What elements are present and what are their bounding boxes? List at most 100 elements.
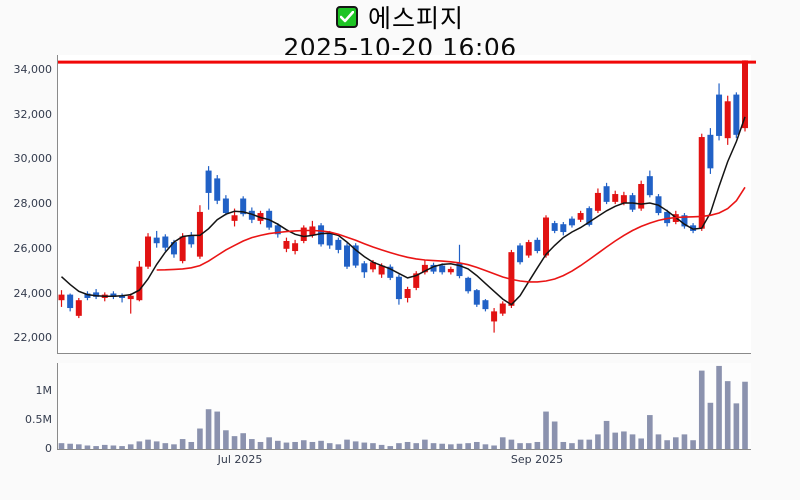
candle-body: [119, 295, 126, 298]
volume-bar: [569, 443, 575, 449]
candle-body: [482, 300, 489, 310]
volume-bar: [517, 443, 523, 449]
candle-body: [517, 245, 524, 263]
price-tick-label: 30,000: [13, 152, 53, 166]
volume-bar: [240, 433, 246, 449]
title-row: 에스피지: [0, 3, 800, 33]
volume-bar: [664, 440, 670, 449]
volume-bar: [647, 415, 653, 449]
ma-slow-line: [156, 186, 746, 283]
volume-bar: [136, 441, 143, 449]
volume-bar: [621, 431, 627, 449]
price-chart-panel: [57, 55, 756, 354]
candle-body: [240, 198, 247, 215]
candle-body: [724, 101, 731, 139]
candlestick-chart[interactable]: [58, 55, 756, 353]
volume-bar: [586, 439, 593, 449]
candle-body: [292, 243, 299, 252]
volume-bar: [698, 370, 705, 449]
candle-body: [300, 227, 307, 241]
candle-body: [387, 266, 394, 278]
candle-body: [603, 186, 610, 202]
candle-body: [716, 94, 723, 136]
candle-body: [447, 268, 454, 273]
candle-body: [248, 210, 255, 220]
volume-bar: [430, 443, 437, 449]
volume-bar: [603, 420, 610, 449]
month-tick-label: Sep 2025: [510, 453, 564, 466]
candle-body: [93, 292, 100, 297]
volume-bar: [309, 441, 316, 449]
volume-bar: [110, 445, 117, 449]
candle-body: [335, 239, 342, 250]
volume-bar: [119, 446, 125, 449]
candle-body: [577, 213, 584, 220]
candle-body: [344, 245, 351, 267]
checked-checkbox-icon[interactable]: [335, 6, 358, 28]
candle-body: [612, 194, 619, 202]
candle-body: [179, 236, 186, 262]
candle-body: [456, 263, 463, 277]
candle-body: [664, 211, 671, 224]
volume-bar: [482, 444, 489, 449]
candle-body: [568, 218, 575, 226]
volume-bar: [439, 443, 445, 449]
volume-bar: [724, 381, 731, 449]
candle-body: [127, 295, 134, 300]
volume-bar: [655, 434, 662, 449]
candle-body: [742, 60, 749, 129]
volume-bar: [352, 441, 359, 449]
candle-body: [620, 195, 627, 203]
volume-bar: [257, 441, 264, 449]
candle-body: [274, 225, 281, 235]
candle-body: [681, 215, 688, 227]
price-tick-label: 34,000: [13, 63, 53, 76]
candle-body: [145, 236, 152, 267]
candle-body: [188, 235, 195, 245]
candle-body: [170, 242, 177, 255]
volume-bar: [638, 438, 644, 449]
candle-body: [690, 225, 697, 231]
volume-bars-chart[interactable]: [58, 363, 756, 449]
ma-fast-line: [60, 116, 746, 306]
candle-body: [733, 94, 740, 135]
volume-bar: [681, 434, 688, 449]
candle-body: [67, 294, 74, 309]
volume-bar: [231, 436, 238, 449]
volume-chart-panel: [57, 363, 751, 450]
volume-bar: [93, 446, 99, 449]
candle-body: [525, 242, 532, 256]
volume-bar: [223, 430, 229, 449]
candle-body: [543, 217, 550, 256]
candle-body: [534, 239, 541, 252]
volume-bar: [404, 441, 411, 449]
candle-body: [84, 293, 91, 298]
volume-bar: [448, 444, 454, 449]
candle-body: [551, 223, 558, 231]
volume-bar: [422, 439, 428, 449]
volume-bar: [508, 439, 515, 449]
candle-body: [214, 178, 221, 201]
volume-bar: [551, 421, 558, 449]
candle-body: [560, 224, 567, 233]
volume-bar: [153, 441, 160, 449]
candle-body: [162, 236, 169, 248]
volume-bar: [378, 444, 385, 449]
month-tick-label: Jul 2025: [217, 453, 263, 466]
candle-body: [594, 192, 601, 211]
volume-tick-label: 1M: [35, 383, 53, 397]
volume-bar: [344, 439, 350, 449]
volume-bar: [179, 439, 186, 449]
candle-body: [283, 240, 290, 249]
volume-bar: [171, 444, 177, 449]
volume-bar: [543, 411, 549, 449]
price-tick-label: 26,000: [13, 241, 53, 255]
volume-bar: [612, 432, 619, 449]
volume-bar: [387, 446, 394, 449]
price-tick-label: 28,000: [13, 197, 53, 211]
volume-bar: [690, 440, 696, 449]
candle-body: [430, 264, 437, 272]
volume-bar: [465, 443, 471, 449]
volume-bar: [318, 440, 324, 449]
price-tick-label: 24,000: [13, 286, 53, 300]
